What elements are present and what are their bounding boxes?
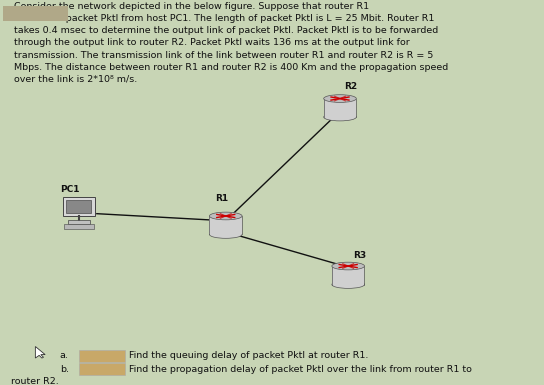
Bar xyxy=(209,216,242,234)
Bar xyxy=(324,99,356,117)
Text: router R2.: router R2. xyxy=(11,377,59,385)
Ellipse shape xyxy=(209,231,242,238)
Text: a.: a. xyxy=(60,351,69,360)
Ellipse shape xyxy=(324,113,356,121)
Text: Find the propagation delay of packet Pktl over the link from router R1 to: Find the propagation delay of packet Pkt… xyxy=(129,365,472,374)
Text: PC1: PC1 xyxy=(60,186,79,194)
Ellipse shape xyxy=(209,212,242,220)
Text: R3: R3 xyxy=(354,251,367,259)
Text: Find the queuing delay of packet Pktl at router R1.: Find the queuing delay of packet Pktl at… xyxy=(129,351,369,360)
Text: R1: R1 xyxy=(215,194,228,203)
FancyBboxPatch shape xyxy=(3,6,68,21)
Bar xyxy=(332,266,364,285)
Bar xyxy=(66,200,91,213)
Text: Consider the network depicted in the below figure. Suppose that router R1
receiv: Consider the network depicted in the bel… xyxy=(14,2,448,84)
Bar xyxy=(64,224,94,229)
Bar xyxy=(63,197,95,216)
Polygon shape xyxy=(35,346,45,358)
Ellipse shape xyxy=(332,262,364,270)
FancyBboxPatch shape xyxy=(79,363,125,375)
FancyBboxPatch shape xyxy=(79,350,125,362)
Ellipse shape xyxy=(332,281,364,288)
Text: b.: b. xyxy=(60,365,69,374)
Ellipse shape xyxy=(324,95,356,102)
Bar xyxy=(68,220,90,224)
Text: R2: R2 xyxy=(344,82,357,91)
